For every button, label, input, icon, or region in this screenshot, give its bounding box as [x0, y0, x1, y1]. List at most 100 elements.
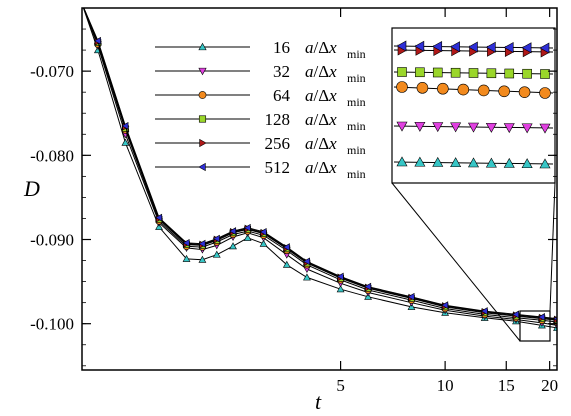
plot-frame — [81, 7, 558, 371]
data-point-16-4 — [182, 254, 191, 262]
data-point-512-3 — [155, 213, 163, 222]
legend-label: 16 — [273, 38, 290, 57]
inset-marker — [396, 156, 408, 167]
data-point-16-0 — [79, 0, 86, 6]
legend-label: 128 — [265, 110, 291, 129]
data-point-16-5 — [198, 255, 207, 263]
legend-label: 64 — [273, 86, 291, 105]
inset-marker — [468, 68, 479, 78]
data-point-32-0 — [79, 1, 86, 7]
inset-marker — [522, 68, 532, 79]
x-tick-label: 5 — [336, 376, 345, 395]
data-point-512-1 — [93, 36, 101, 45]
legend-unit: a/Δx — [305, 134, 337, 153]
inset-marker — [539, 87, 551, 99]
data-point-512-17 — [511, 310, 520, 319]
inset-marker — [432, 122, 444, 133]
inset-marker — [414, 40, 425, 52]
zoom-box — [519, 310, 551, 342]
inset-marker — [414, 121, 426, 132]
legend-marker — [198, 67, 207, 76]
data-point-512-12 — [336, 272, 344, 281]
data-point-512-2 — [121, 121, 129, 130]
inset-layer — [391, 27, 556, 342]
inset-series-128 — [393, 67, 554, 79]
legend-entry-256: 256 a/Δx min — [155, 134, 366, 157]
inset-marker — [504, 68, 515, 79]
inset-marker — [521, 158, 533, 169]
inset-series-512 — [393, 40, 554, 54]
inset-marker — [521, 42, 532, 54]
inset-marker — [457, 83, 470, 96]
x-axis-title: t — [315, 389, 322, 414]
x-tick-label: 10 — [437, 376, 454, 395]
inset-marker — [397, 67, 407, 77]
series-line-256 — [83, 8, 557, 320]
legend-unit-subscript: min — [347, 95, 366, 109]
y-tick-label: -0.080 — [30, 146, 74, 165]
data-point-512-15 — [441, 301, 449, 310]
inset-marker — [416, 82, 429, 94]
inset-marker — [521, 123, 533, 134]
y-tick-label: -0.090 — [30, 231, 74, 250]
legend-label: 32 — [273, 62, 290, 81]
legend-unit-subscript: min — [347, 167, 366, 181]
data-point-512-0 — [79, 0, 85, 7]
data-point-512-6 — [212, 234, 220, 243]
legend-unit: a/Δx — [305, 86, 337, 105]
inset-series-32 — [393, 121, 554, 134]
data-point-16-8 — [243, 233, 252, 241]
legend-entry-16: 16 a/Δx min — [155, 38, 366, 61]
inset-marker — [498, 85, 510, 98]
inset-marker — [503, 157, 515, 168]
inset-marker — [486, 68, 497, 79]
data-point-16-2 — [121, 138, 130, 146]
series-line-128 — [83, 8, 557, 321]
inset-marker — [539, 123, 551, 134]
y-tick-label: -0.070 — [30, 62, 74, 81]
data-point-512-5 — [198, 239, 206, 248]
inset-marker — [503, 123, 515, 134]
inset-series-16 — [393, 156, 554, 169]
zoom-connector — [391, 182, 521, 342]
inset-marker — [485, 41, 496, 53]
data-point-512-14 — [407, 292, 415, 301]
legend-label: 256 — [265, 134, 291, 153]
inset-marker — [485, 157, 497, 168]
legend-marker — [198, 162, 206, 172]
inset-marker — [467, 157, 480, 168]
legend-unit-subscript: min — [347, 47, 366, 61]
series-line-512 — [83, 8, 557, 320]
y-axis-title: D — [23, 176, 40, 201]
inset-marker — [396, 121, 408, 132]
data-point-512-16 — [480, 307, 488, 315]
legend-unit-subscript: min — [347, 71, 366, 85]
legend-unit: a/Δx — [305, 158, 337, 177]
inset-marker — [539, 158, 551, 169]
legend-label: 512 — [265, 158, 291, 177]
data-point-64-0 — [79, 0, 86, 7]
inset-marker — [396, 40, 407, 52]
legend-entry-64: 64 a/Δx min — [155, 86, 366, 109]
legend-entry-512: 512 a/Δx min — [155, 158, 366, 181]
inset-marker — [414, 156, 426, 167]
legend-unit: a/Δx — [305, 38, 337, 57]
legend-entry-32: 32 a/Δx min — [155, 62, 366, 85]
x-tick-label: 15 — [498, 376, 515, 395]
legend-marker — [198, 91, 207, 99]
legend-unit: a/Δx — [305, 110, 337, 129]
series-line-16 — [82, 8, 557, 329]
axes: 5 10 15 20 -0.070 -0.080 -0.090 -0.100 — [30, 8, 558, 395]
legend-unit-subscript: min — [347, 143, 366, 157]
inset-marker — [450, 41, 460, 53]
inset-marker — [539, 42, 550, 54]
data-point-16-6 — [212, 250, 221, 258]
inset-marker — [518, 86, 531, 98]
data-point-128-0 — [79, 1, 85, 7]
data-point-512-9 — [259, 228, 267, 236]
inset-marker — [467, 122, 480, 133]
series-line-32 — [83, 8, 557, 326]
data-point-16-12 — [336, 285, 345, 293]
inset-marker — [450, 122, 462, 133]
